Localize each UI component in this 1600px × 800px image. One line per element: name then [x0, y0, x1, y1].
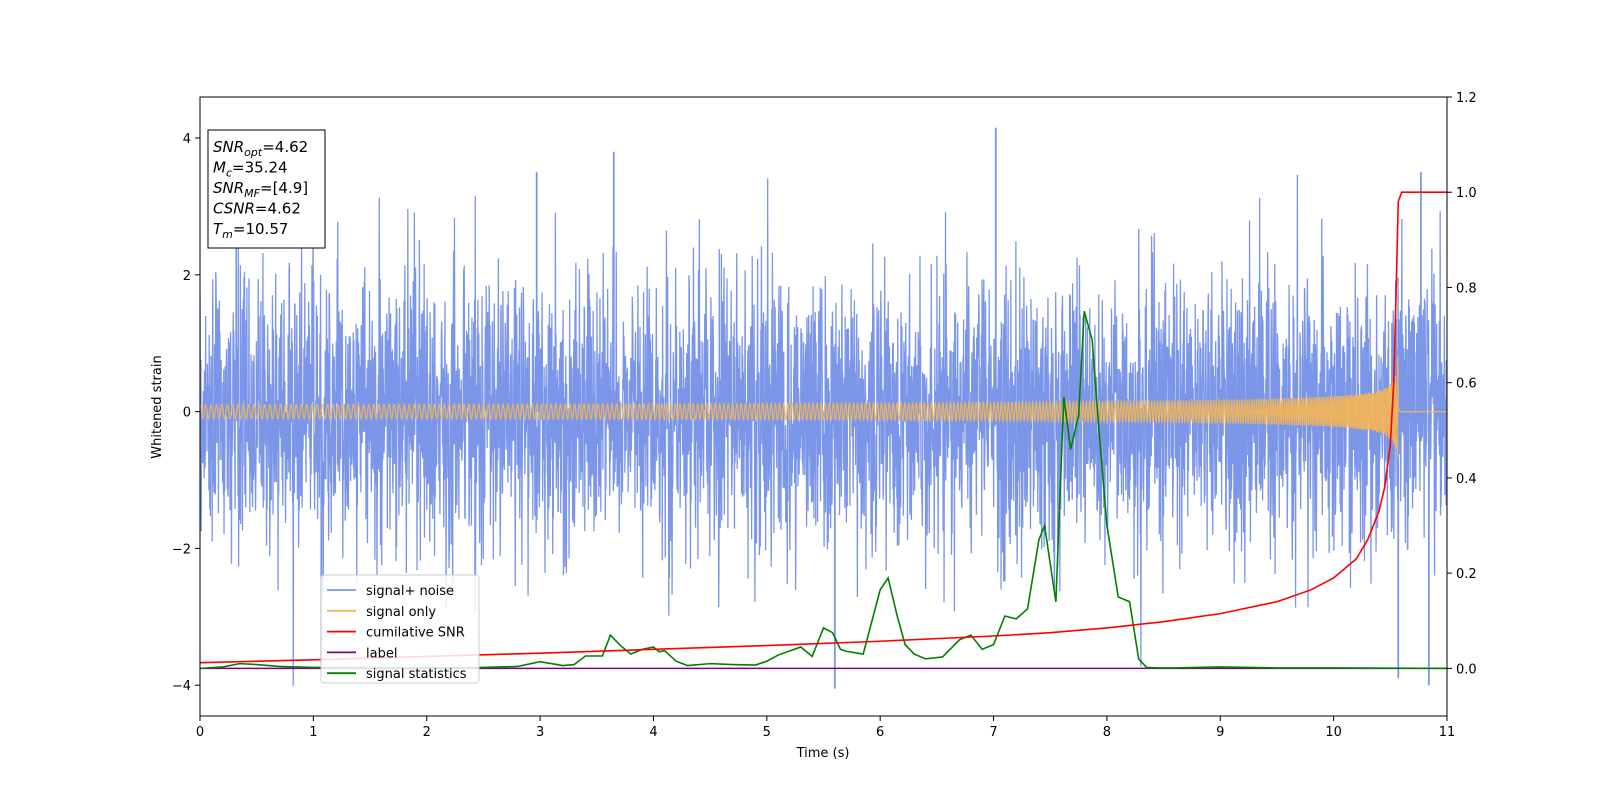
x-axis-ticks: 0 1 2 3 4 5 6 7 8 9 10 11 [196, 716, 1455, 740]
info-line: Mc=35.24 [213, 159, 288, 180]
y-tick-label: −4 [172, 679, 191, 694]
x-tick-label: 10 [1325, 725, 1342, 740]
y-tick-label: 2 [183, 269, 191, 284]
legend-label: cumilative SNR [366, 626, 465, 641]
info-line: SNRopt=4.62 [213, 138, 308, 159]
y-axis-right-ticks: 0.0 0.2 0.4 0.6 0.8 1.0 1.2 [1447, 91, 1477, 677]
signal-only-line [200, 355, 1447, 458]
x-tick-label: 0 [196, 725, 204, 740]
x-tick-label: 8 [1103, 725, 1111, 740]
signal-statistics-line [200, 311, 1447, 670]
y2-tick-label: 0.8 [1456, 281, 1477, 296]
series-signal-statistics [200, 311, 1447, 670]
legend: signal+ noise signal only cumilative SNR la… [320, 574, 480, 684]
series-signal-only [200, 355, 1447, 458]
cumilative-snr-line [200, 191, 1447, 664]
x-tick-label: 1 [309, 725, 317, 740]
info-line: SNRMF=[4.9] [213, 179, 308, 200]
x-tick-label: 7 [989, 725, 997, 740]
x-tick-label: 3 [536, 725, 544, 740]
y2-tick-label: 1.0 [1456, 186, 1477, 201]
y-axis-left-ticks: −4 −2 0 2 4 [172, 132, 200, 694]
noise-line [200, 172, 1447, 686]
legend-label: label [366, 646, 397, 661]
series-cumulative-snr [200, 191, 1447, 664]
x-tick-label: 4 [649, 725, 657, 740]
x-tick-label: 6 [876, 725, 884, 740]
x-axis-label: Time (s) [796, 746, 850, 761]
y-tick-label: 4 [183, 132, 191, 147]
x-tick-label: 5 [763, 725, 771, 740]
legend-label: signal only [366, 605, 436, 620]
x-tick-label: 9 [1216, 725, 1224, 740]
info-line: CSNR=4.62 [213, 200, 301, 218]
plot-frame [199, 96, 1448, 717]
y2-tick-label: 0.2 [1456, 567, 1477, 582]
series-signal-plus-noise [200, 127, 1447, 689]
y2-tick-label: 1.2 [1456, 91, 1477, 106]
x-tick-label: 11 [1439, 725, 1456, 740]
legend-label: signal statistics [366, 667, 467, 682]
y-axis-label: Whitened strain [150, 355, 165, 458]
y2-tick-label: 0.4 [1456, 472, 1477, 487]
x-tick-label: 2 [423, 725, 431, 740]
y2-tick-label: 0.0 [1456, 662, 1477, 677]
info-line: Tm=10.57 [213, 220, 288, 241]
y-tick-label: −2 [172, 542, 191, 557]
y2-tick-label: 0.6 [1456, 377, 1477, 392]
y-tick-label: 0 [183, 406, 191, 421]
legend-label: signal+ noise [366, 584, 454, 599]
